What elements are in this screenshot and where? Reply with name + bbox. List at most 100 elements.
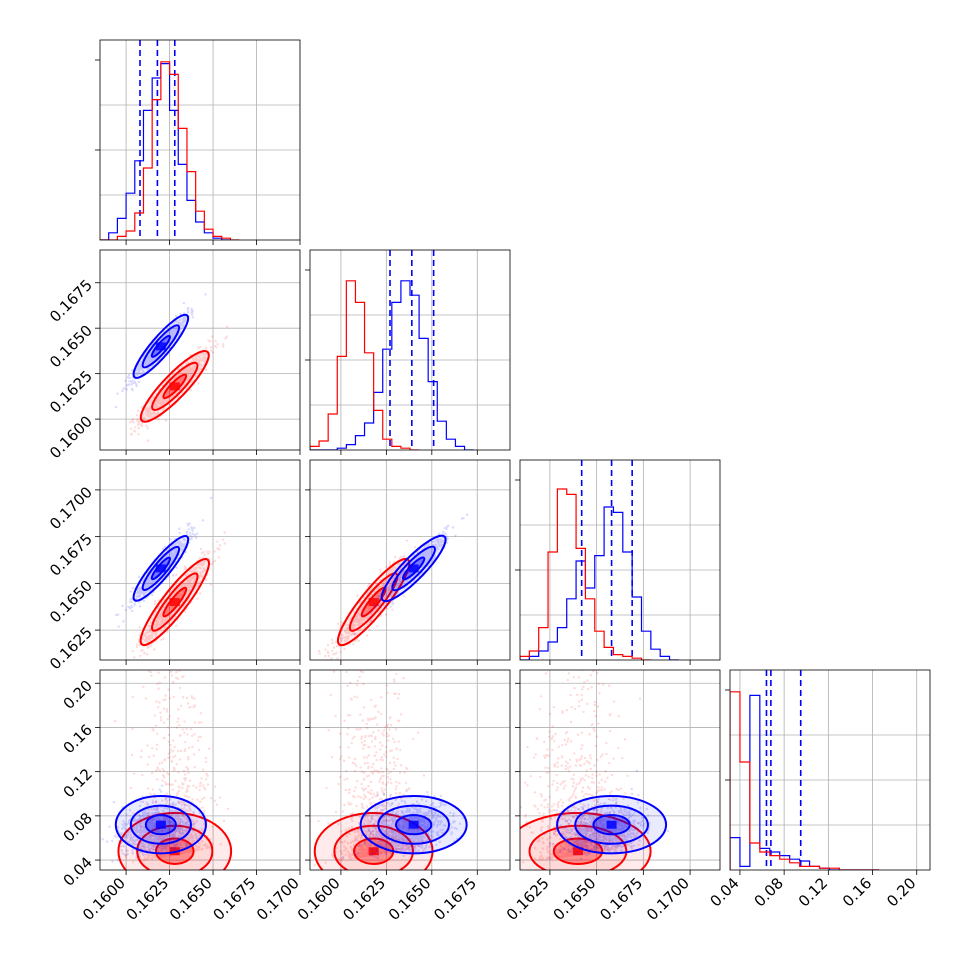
scatter-point <box>165 393 169 396</box>
scatter-point <box>198 358 201 362</box>
scatter-point <box>177 380 180 383</box>
scatter-point <box>188 366 192 369</box>
scatter-point <box>375 603 378 606</box>
scatter-point <box>357 639 360 643</box>
scatter-point <box>125 384 129 387</box>
scatter-point <box>168 552 171 555</box>
scatter-point <box>146 439 150 442</box>
scatter-point <box>196 739 200 742</box>
scatter-point <box>372 590 376 593</box>
scatter-point <box>221 343 225 346</box>
scatter-point <box>179 749 183 753</box>
scatter-point <box>345 631 348 634</box>
scatter-point <box>155 619 158 623</box>
scatter-point <box>161 400 164 403</box>
scatter-point <box>163 340 167 343</box>
scatter-point <box>186 582 189 585</box>
scatter-point <box>159 403 163 406</box>
scatter-point <box>155 403 158 407</box>
scatter-point <box>173 376 176 380</box>
scatter-point <box>184 370 187 374</box>
scatter-point <box>177 368 180 371</box>
scatter-point <box>199 735 202 739</box>
scatter-point <box>164 338 167 342</box>
scatter-point <box>176 588 179 591</box>
scatter-point <box>173 548 177 552</box>
scatter-point <box>176 326 179 329</box>
scatter-point <box>195 536 198 540</box>
scatter-point <box>182 318 185 321</box>
scatter-point <box>155 631 158 634</box>
scatter-point <box>312 678 314 680</box>
scatter-point <box>160 401 163 404</box>
scatter-point <box>175 326 179 330</box>
scatter-point <box>201 768 205 771</box>
scatter-point <box>145 362 149 366</box>
scatter-point <box>148 577 151 581</box>
scatter-point <box>142 593 146 596</box>
scatter-point <box>193 358 196 362</box>
scatter-point <box>139 654 142 658</box>
scatter-point <box>178 627 180 629</box>
scatter-point <box>142 685 145 688</box>
scatter-point <box>167 332 170 336</box>
scatter-point <box>128 606 131 609</box>
scatter-point <box>182 584 186 587</box>
scatter-point <box>148 589 152 592</box>
scatter-point <box>144 364 147 367</box>
scatter-point <box>154 402 157 405</box>
scatter-point <box>171 333 175 337</box>
scatter-point <box>133 604 136 607</box>
scatter-point <box>147 581 151 584</box>
scatter-point <box>169 596 173 599</box>
scatter-point <box>167 610 171 613</box>
scatter-point <box>161 400 165 404</box>
scatter-point <box>149 628 152 631</box>
scatter-point <box>171 552 174 556</box>
scatter-point <box>172 554 175 557</box>
scatter-point <box>163 562 167 565</box>
scatter-point <box>187 528 190 531</box>
scatter-point <box>138 601 141 604</box>
scatter-point <box>186 589 190 592</box>
histogram-series-1 <box>520 488 651 660</box>
scatter-point <box>170 333 174 336</box>
scatter-point <box>177 322 181 326</box>
scatter-point <box>189 534 192 537</box>
scatter-point <box>170 552 174 555</box>
scatter-point <box>193 366 197 370</box>
scatter-point <box>161 389 165 392</box>
panel-plot-area <box>100 250 300 450</box>
scatter-point <box>191 368 194 371</box>
scatter-point <box>149 402 153 405</box>
scatter-point <box>165 399 168 403</box>
scatter-point <box>187 758 190 761</box>
scatter-point <box>155 634 158 637</box>
scatter-point <box>145 653 149 656</box>
scatter-point <box>135 373 138 376</box>
scatter-point <box>190 536 194 539</box>
scatter-point <box>160 761 164 764</box>
scatter-point <box>161 619 164 622</box>
scatter-point <box>147 625 151 628</box>
scatter-point <box>179 543 182 547</box>
scatter-point <box>152 627 156 630</box>
scatter-point <box>171 543 175 547</box>
scatter-point <box>153 352 156 356</box>
scatter-point <box>146 637 150 641</box>
scatter-point <box>156 403 159 406</box>
scatter-point <box>199 637 201 639</box>
scatter-point <box>335 644 339 648</box>
scatter-point <box>186 378 189 382</box>
scatter-point <box>137 595 140 598</box>
scatter-point <box>141 637 144 641</box>
scatter-point <box>181 371 184 374</box>
scatter-point <box>139 367 142 370</box>
scatter-point <box>192 526 195 530</box>
scatter-point <box>364 601 367 604</box>
scatter-point <box>186 579 189 583</box>
scatter-point <box>178 322 181 325</box>
histogram-series-0 <box>520 506 679 660</box>
scatter-point <box>172 555 175 559</box>
scatter-point <box>183 369 186 372</box>
